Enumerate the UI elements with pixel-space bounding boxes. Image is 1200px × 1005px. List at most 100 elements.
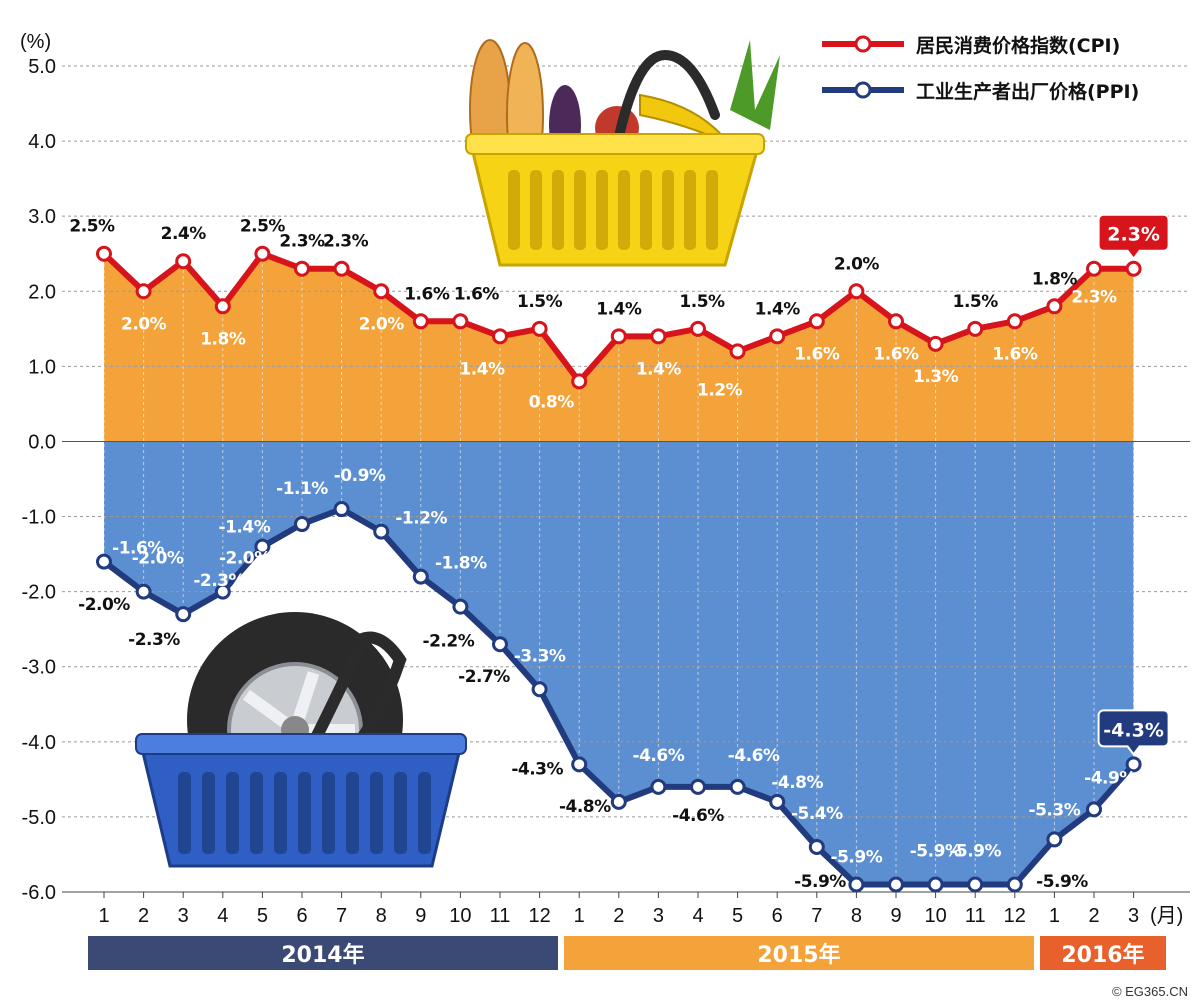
ppi-min-label: -5.9%	[1036, 872, 1088, 892]
basket-slot	[250, 772, 263, 854]
grocery-basket-icon	[465, 39, 780, 267]
y-tick-label: -2.0	[22, 582, 56, 604]
x-tick-label: 9	[890, 905, 901, 927]
ppi-min-label: -5.9%	[794, 872, 846, 892]
y-unit-label: (%)	[20, 31, 51, 53]
cpi-point	[1006, 313, 1023, 330]
ppi-point	[96, 553, 112, 570]
cpi-data-label: 1.4%	[636, 359, 682, 379]
ppi-data-label: -1.4%	[219, 518, 271, 538]
y-tick-label: -5.0	[22, 807, 56, 829]
callout-box	[1097, 709, 1170, 757]
y-tick-label: 1.0	[28, 356, 56, 378]
basket-handle	[605, 49, 720, 190]
cpi-point	[571, 373, 588, 390]
y-tick-label: 4.0	[28, 131, 56, 153]
cpi-data-label: 1.8%	[200, 329, 246, 349]
basket-slot	[322, 772, 335, 854]
cpi-point	[254, 245, 271, 262]
ppi-point	[888, 876, 904, 893]
callout-label: 2.3%	[1107, 224, 1160, 246]
ppi-point	[1006, 876, 1023, 893]
cpi-point	[1046, 298, 1063, 315]
ppi-data-label: -4.8%	[771, 773, 823, 793]
legend-item-ppi: 工业生产者出厂价格(PPI)	[820, 76, 1139, 104]
year-band-2016: 2016年	[1040, 936, 1166, 970]
ppi-data-label: -1.8%	[435, 554, 487, 574]
ppi-point	[927, 876, 944, 893]
ppi-point	[452, 598, 469, 615]
cpi-point	[294, 260, 310, 277]
ppi-data-label: -3.3%	[514, 646, 566, 666]
x-tick-label: 3	[1128, 905, 1139, 927]
ppi-data-label: -2.0%	[219, 549, 271, 569]
basket-slot	[552, 170, 564, 250]
x-tick-label: 1	[98, 905, 109, 927]
cpi-point	[412, 313, 429, 330]
cpi-point	[729, 343, 746, 360]
cpi-data-label: 2.0%	[359, 314, 405, 334]
ppi-data-label: -5.4%	[791, 804, 843, 824]
ppi-point	[373, 523, 390, 540]
basket-slot	[684, 170, 696, 250]
cpi-data-label: 1.4%	[596, 299, 642, 319]
x-tick-label: 8	[376, 905, 387, 927]
cpi-data-label: 1.8%	[1032, 269, 1078, 289]
ppi-data-label: -4.6%	[633, 746, 685, 766]
cpi-area-fill	[104, 253, 1134, 442]
cpi-latest-callout: 2.3%	[1097, 213, 1170, 261]
cpi-point	[531, 320, 548, 337]
cpi-point	[492, 328, 508, 345]
cpi-data-label: 1.6%	[992, 344, 1038, 364]
cpi-point	[888, 313, 904, 330]
ppi-data-label: -2.3%	[193, 571, 245, 591]
basket-slot	[662, 170, 674, 250]
cpi-data-label: 1.5%	[953, 292, 999, 312]
x-tick-label: 6	[296, 905, 307, 927]
ppi-data-label: -5.9%	[910, 841, 962, 861]
cpi-data-label: 2.3%	[323, 232, 369, 252]
ppi-data-label: -1.6%	[112, 539, 164, 559]
y-tick-label: 5.0	[28, 56, 56, 78]
ppi-data-label: -2.0%	[132, 549, 184, 569]
cpi-data-label: 1.6%	[794, 344, 840, 364]
cpi-point	[769, 328, 786, 345]
x-tick-label: 4	[692, 905, 703, 927]
cpi-data-label: 1.3%	[913, 367, 959, 387]
ppi-point	[808, 838, 825, 855]
ppi-point	[333, 501, 350, 518]
ppi-data-label: -4.9%	[1084, 768, 1136, 788]
ppi-point	[729, 778, 746, 795]
ppi-point	[610, 793, 627, 810]
cpi-point	[967, 320, 984, 337]
ppi-data-label: -4.3%	[511, 759, 563, 779]
basket-slot	[202, 772, 215, 854]
x-tick-label: 2	[1088, 905, 1099, 927]
x-tick-label: 3	[178, 905, 189, 927]
cpi-point	[452, 313, 469, 330]
ppi-point	[571, 756, 588, 773]
cpi-data-label: 2.0%	[834, 254, 880, 274]
x-unit-label: (月)	[1150, 905, 1183, 927]
cpi-data-label: 2.0%	[121, 314, 167, 334]
callouts: 2.3% -4.3%	[1097, 213, 1170, 757]
callout-label: -4.3%	[1103, 719, 1164, 741]
ppi-point	[412, 568, 429, 585]
x-tick-label: 6	[772, 905, 783, 927]
ppi-data-label: -5.9%	[831, 847, 883, 867]
cpi-data-label: 1.6%	[404, 284, 450, 304]
ppi-data-label: -0.9%	[334, 466, 386, 486]
cpi-data-label: 0.8%	[529, 392, 575, 412]
legend-label-cpi: 居民消费价格指数(CPI)	[916, 34, 1121, 57]
cpi-point	[808, 313, 825, 330]
ppi-legend-marker-icon	[822, 81, 904, 99]
basket-slot	[274, 772, 287, 854]
ppi-point	[214, 583, 231, 600]
ppi-extra-label: -2.3%	[128, 630, 180, 650]
cpi-data-label: 1.5%	[679, 292, 725, 312]
y-tick-label: 2.0	[28, 281, 56, 303]
ppi-point	[1125, 756, 1142, 773]
legend-label-ppi: 工业生产者出厂价格(PPI)	[916, 80, 1140, 103]
cpi-point	[333, 260, 350, 277]
